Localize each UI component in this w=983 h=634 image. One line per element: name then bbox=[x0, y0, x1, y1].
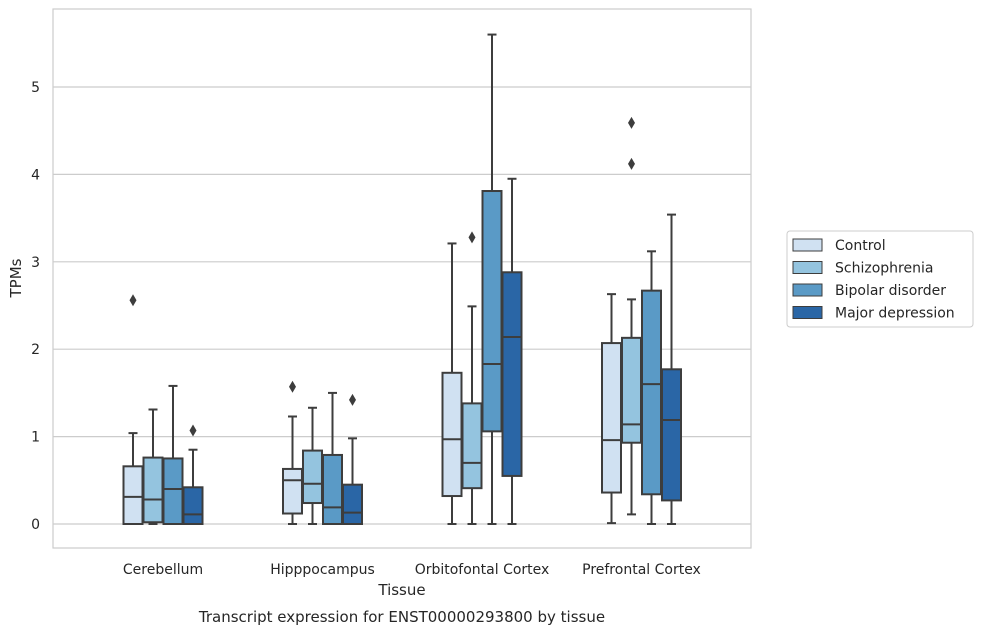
box-body bbox=[621, 336, 642, 444]
box-body bbox=[641, 289, 662, 496]
x-tick-label: Prefrontal Cortex bbox=[582, 562, 701, 578]
y-tick-labels: 0 1 2 3 4 5 bbox=[31, 80, 40, 533]
legend-label: Major depression bbox=[835, 306, 955, 322]
box-body bbox=[142, 456, 164, 524]
box-body bbox=[441, 371, 463, 498]
box-schizophrenia-1 bbox=[302, 406, 323, 525]
box-body bbox=[182, 486, 204, 525]
y-tick-label: 4 bbox=[31, 167, 40, 183]
box-bipolar-disorder-0 bbox=[162, 384, 184, 526]
box-body bbox=[661, 368, 682, 502]
outlier-point bbox=[289, 380, 296, 393]
legend-swatch bbox=[792, 283, 823, 297]
y-tick-label: 2 bbox=[31, 342, 40, 358]
x-tick-label: Orbitofontal Cortex bbox=[415, 562, 550, 578]
box-control-2 bbox=[441, 242, 463, 525]
y-tick-label: 5 bbox=[31, 80, 40, 96]
box-body bbox=[481, 190, 503, 433]
y-tick-label: 3 bbox=[31, 255, 40, 271]
box-body bbox=[162, 457, 184, 526]
box-bipolar-disorder-2 bbox=[481, 33, 503, 525]
legend-swatch bbox=[792, 261, 823, 274]
legend-label: Schizophrenia bbox=[835, 261, 933, 277]
box-body bbox=[342, 483, 363, 526]
box-bipolar-disorder-1 bbox=[322, 391, 343, 526]
x-axis-label: Tissue bbox=[377, 581, 425, 599]
box-major-depression-2 bbox=[501, 177, 523, 525]
outlier-point bbox=[468, 231, 476, 244]
y-tick-label: 1 bbox=[31, 430, 40, 446]
x-tick-labels: Cerebellum Hipppocampus Orbitofontal Corte… bbox=[123, 562, 701, 578]
box-body bbox=[322, 453, 343, 526]
box-body bbox=[601, 342, 622, 494]
chart-caption: Transcript expression for ENST0000029380… bbox=[198, 608, 605, 626]
box-body bbox=[302, 449, 323, 505]
legend-swatch bbox=[792, 306, 823, 319]
box-control-1 bbox=[282, 380, 303, 525]
box-schizophrenia-0 bbox=[142, 408, 164, 525]
outlier-point bbox=[189, 424, 197, 437]
legend-label: Control bbox=[835, 238, 886, 254]
outlier-point bbox=[628, 157, 635, 170]
gridlines bbox=[53, 86, 751, 525]
outlier-point bbox=[628, 116, 635, 129]
plot-frame bbox=[52, 8, 752, 549]
x-tick-label: Cerebellum bbox=[123, 562, 203, 578]
outlier-point bbox=[349, 393, 356, 406]
legend: Control Schizophrenia Bipolar disorder Majo… bbox=[786, 230, 974, 328]
y-tick-label: 0 bbox=[31, 517, 40, 533]
outlier-point bbox=[129, 294, 137, 307]
boxes bbox=[122, 33, 682, 526]
x-tick-label: Hipppocampus bbox=[270, 562, 375, 578]
box-control-0 bbox=[122, 294, 144, 526]
box-body bbox=[122, 465, 144, 526]
box-bipolar-disorder-3 bbox=[641, 250, 662, 525]
box-body bbox=[501, 271, 523, 477]
box-major-depression-0 bbox=[182, 424, 204, 525]
box-schizophrenia-2 bbox=[461, 231, 483, 525]
box-control-3 bbox=[601, 293, 622, 525]
y-axis-label: TPMs bbox=[7, 258, 25, 298]
box-major-depression-3 bbox=[661, 213, 682, 525]
box-schizophrenia-3 bbox=[621, 116, 642, 516]
box-body bbox=[461, 402, 483, 490]
legend-frame bbox=[786, 230, 974, 328]
legend-label: Bipolar disorder bbox=[835, 283, 946, 299]
box-body bbox=[282, 467, 303, 515]
legend-swatch bbox=[792, 238, 823, 252]
box-major-depression-1 bbox=[342, 393, 363, 526]
